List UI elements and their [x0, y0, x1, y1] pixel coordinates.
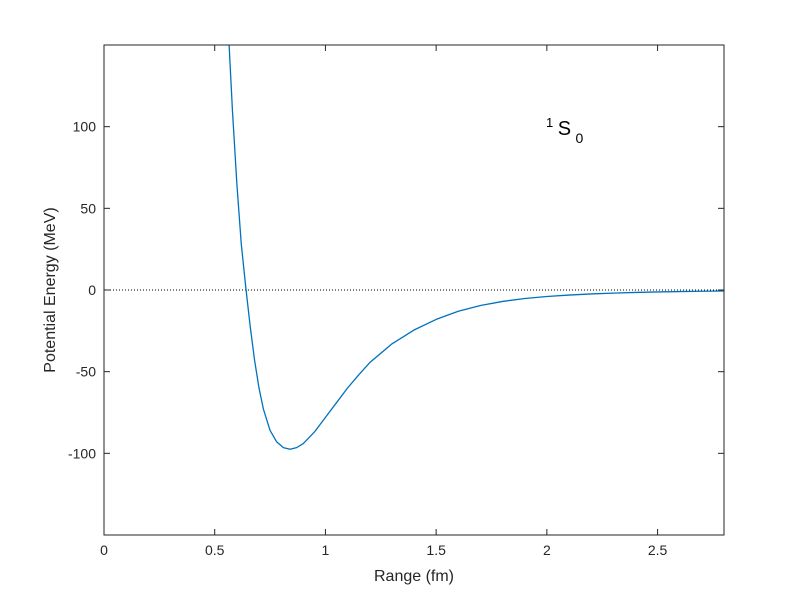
state-annotation-sup: 1 [546, 115, 553, 130]
x-tick-label: 0 [100, 542, 108, 558]
x-tick-label: 0.5 [205, 542, 225, 558]
y-tick-label: 50 [80, 200, 96, 216]
y-axis-label: Potential Energy (MeV) [42, 207, 59, 372]
state-annotation-sub: 0 [575, 130, 583, 146]
y-tick-label: -100 [68, 445, 96, 461]
x-tick-label: 2.5 [648, 542, 668, 558]
tick-layer [103, 45, 724, 535]
x-tick-label: 1.5 [426, 542, 446, 558]
y-tick-label: 100 [73, 119, 97, 135]
y-tick-label: 0 [88, 282, 96, 298]
series-line-0 [228, 45, 724, 450]
tick-label-layer: 0 0.5 1 1.5 2 2.5 -100 -50 0 50 100 [68, 119, 668, 558]
series-layer [228, 45, 724, 450]
x-tick-label: 1 [322, 542, 330, 558]
x-tick-label: 2 [543, 542, 551, 558]
state-annotation: 1 S 0 [546, 114, 583, 146]
state-annotation-main: S [558, 118, 571, 140]
y-tick-label: -50 [76, 364, 96, 380]
x-axis-label: Range (fm) [374, 568, 454, 585]
